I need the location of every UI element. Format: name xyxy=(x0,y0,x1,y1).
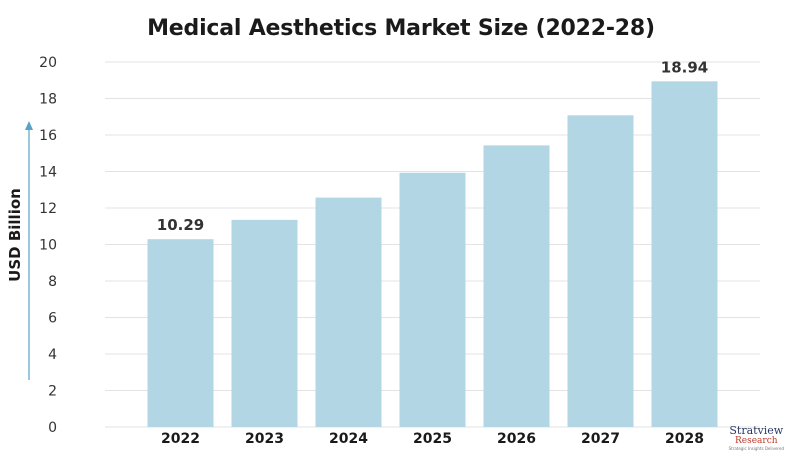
y-tick-label: 14 xyxy=(39,165,57,181)
bar-2026 xyxy=(483,145,550,427)
y-axis-arrow-head xyxy=(25,121,33,130)
data-label-2022: 10.29 xyxy=(157,216,204,234)
y-tick-label: 2 xyxy=(48,384,57,400)
logo-sub: Research xyxy=(735,436,778,446)
logo-name: Stratview xyxy=(729,424,784,437)
y-tick-label: 12 xyxy=(39,201,57,217)
x-tick-label: 2024 xyxy=(329,431,368,447)
x-tick-label: 2028 xyxy=(665,431,704,447)
x-tick-label: 2022 xyxy=(161,431,200,447)
y-tick-label: 20 xyxy=(39,55,57,71)
chart-title: Medical Aesthetics Market Size (2022-28) xyxy=(147,16,655,41)
data-label-2028: 18.94 xyxy=(661,58,708,76)
y-tick-label: 10 xyxy=(39,238,57,254)
y-tick-label: 18 xyxy=(39,92,57,108)
bar-2022 xyxy=(147,239,214,427)
x-tick-label: 2026 xyxy=(497,431,536,447)
stratview-logo: Stratview Research Strategic Insights De… xyxy=(729,425,784,451)
y-tick-label: 6 xyxy=(48,311,57,327)
y-tick-label: 8 xyxy=(48,274,57,290)
x-tick-label: 2023 xyxy=(245,431,284,447)
x-tick-label: 2027 xyxy=(581,431,620,447)
y-tick-label: 4 xyxy=(48,347,57,363)
x-tick-label: 2025 xyxy=(413,431,452,447)
bar-2025 xyxy=(399,172,466,427)
y-axis-label: USD Billion xyxy=(6,188,24,282)
bar-2023 xyxy=(231,219,298,427)
y-tick-label: 16 xyxy=(39,128,57,144)
bar-2028 xyxy=(651,81,718,427)
bar-2024 xyxy=(315,197,382,427)
logo-tagline: Strategic Insights Delivered xyxy=(728,446,784,451)
bar-2027 xyxy=(567,115,634,427)
y-tick-label: 0 xyxy=(48,420,57,436)
